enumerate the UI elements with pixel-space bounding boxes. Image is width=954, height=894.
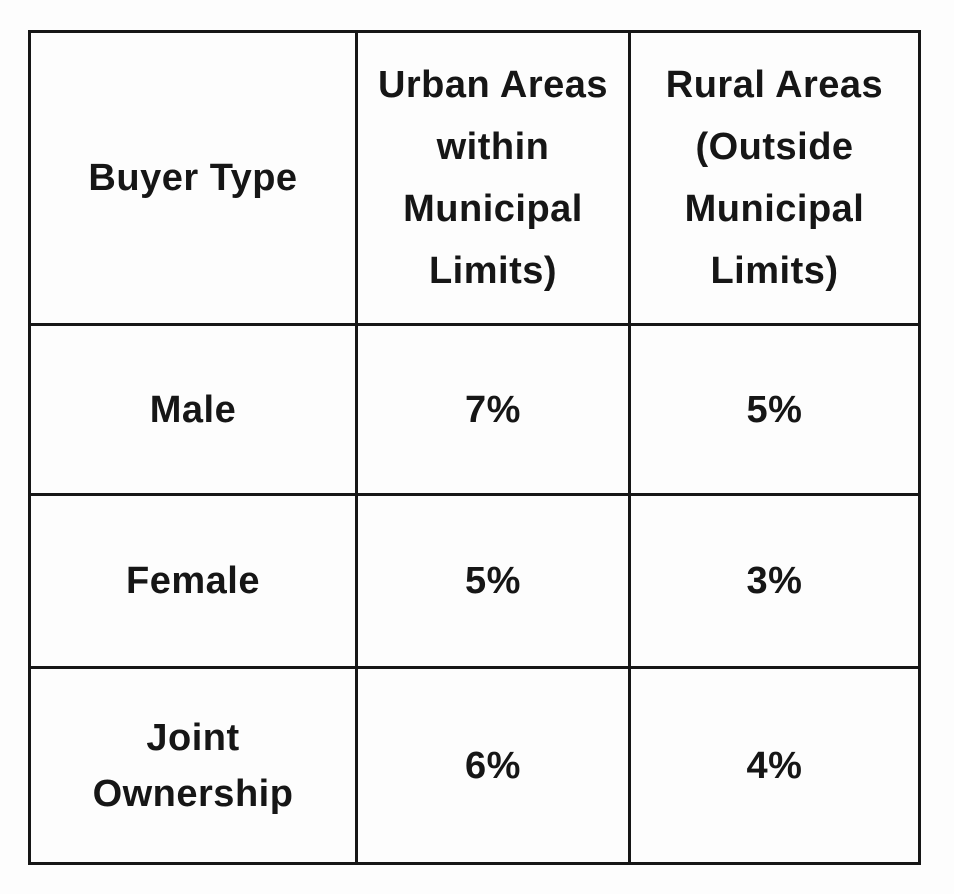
table-row-male: Male 7% 5%	[28, 323, 921, 496]
row-label-male: Male	[28, 323, 358, 496]
cell-male-urban: 7%	[355, 323, 631, 496]
row-label-female: Female	[28, 493, 358, 669]
table-row-joint-ownership: Joint Ownership 6% 4%	[28, 666, 921, 865]
header-cell-rural-areas: Rural Areas (Outside Municipal Limits)	[628, 30, 921, 326]
header-cell-urban-areas: Urban Areas within Municipal Limits)	[355, 30, 631, 326]
cell-male-rural: 5%	[628, 323, 921, 496]
header-cell-buyer-type: Buyer Type	[28, 30, 358, 326]
buyer-type-table: Buyer Type Urban Areas within Municipal …	[28, 30, 921, 865]
cell-joint-rural: 4%	[628, 666, 921, 865]
cell-female-rural: 3%	[628, 493, 921, 669]
cell-female-urban: 5%	[355, 493, 631, 669]
table-row-female: Female 5% 3%	[28, 493, 921, 669]
cell-joint-urban: 6%	[355, 666, 631, 865]
row-label-joint-ownership: Joint Ownership	[28, 666, 358, 865]
table-header-row: Buyer Type Urban Areas within Municipal …	[28, 30, 921, 326]
